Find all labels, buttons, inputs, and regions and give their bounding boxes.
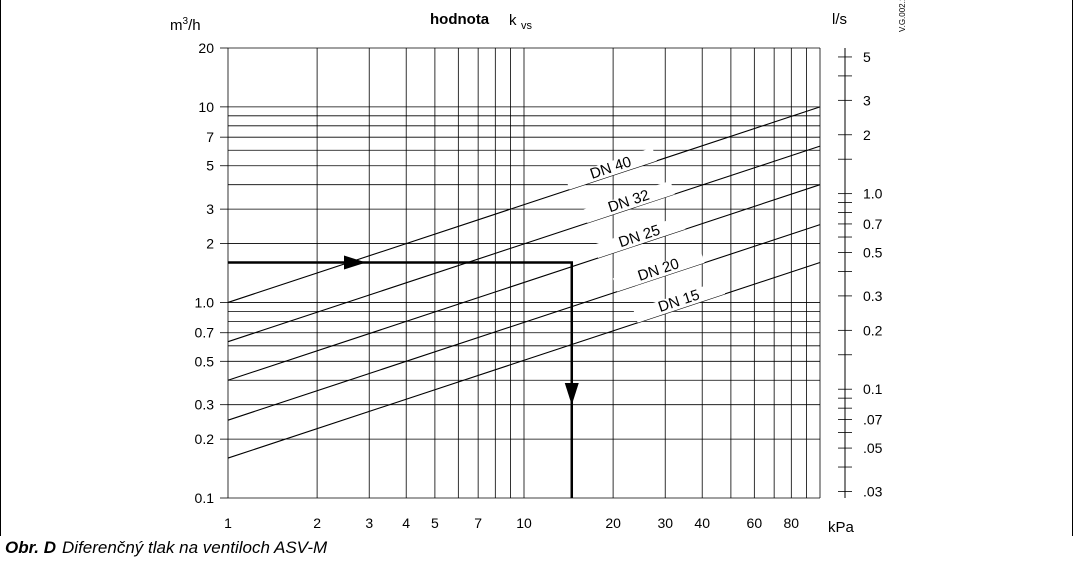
y-tick-label: 0.2: [195, 431, 215, 447]
y-tick-label: 0.5: [195, 353, 215, 369]
x-tick-label: 5: [431, 515, 439, 531]
ylabel-right: l/s: [832, 11, 847, 28]
document-code: V.G.002.1/1: [898, 0, 907, 32]
series-line: [227, 145, 821, 343]
series-label-background: [583, 180, 675, 223]
y-tick-label: 2: [206, 236, 214, 252]
right-tick-label: .07: [863, 412, 883, 428]
frame-right-border: [1072, 0, 1073, 536]
x-tick-label: 40: [694, 515, 710, 531]
x-tick-label: 3: [365, 515, 373, 531]
x-tick-label: 4: [402, 515, 410, 531]
chart-title-subscript: vs: [521, 20, 533, 32]
caption-prefix: Obr. D: [5, 538, 57, 557]
series-line: [227, 224, 821, 421]
series-label-background: [565, 147, 657, 190]
right-tick-label: 0.5: [863, 245, 883, 261]
y-tick-label: 0.1: [195, 490, 215, 506]
x-tick-label: 1: [224, 515, 232, 531]
example-path: [228, 261, 574, 498]
series-line: [227, 184, 821, 381]
right-tick-label: 3: [863, 92, 871, 108]
chart-title-symbol: k: [509, 12, 517, 29]
x-tick-label: 10: [516, 515, 532, 531]
series-label-group: DN 25: [593, 215, 686, 258]
series-label-background: [593, 215, 686, 258]
caption-text: Diferenčný tlak na ventiloch ASV-M: [62, 538, 328, 557]
series-label: DN 40: [588, 153, 634, 182]
right-tick-label: .05: [863, 440, 883, 456]
x-tick-label: 30: [657, 515, 673, 531]
y-tick-label: 10: [198, 99, 214, 115]
right-tick-label: 0.1: [863, 381, 883, 397]
x-tick-label: 60: [747, 515, 763, 531]
series-label: DN 20: [636, 255, 682, 284]
right-tick-label: 0.2: [863, 322, 883, 338]
series-label-group: DN 40: [565, 147, 657, 190]
example-arrow-down: [564, 383, 579, 405]
right-tick-label: 1.0: [863, 186, 883, 202]
y-tick-label: 3: [206, 201, 214, 217]
series-line: [227, 106, 821, 303]
example-arrow-right: [344, 255, 366, 270]
xlabel: kPa: [828, 519, 855, 536]
figure-caption: Obr. D Diferenčný tlak na ventiloch ASV-M: [5, 538, 327, 558]
right-tick-label: 0.3: [863, 288, 883, 304]
y-tick-label: 0.7: [195, 325, 215, 341]
right-tick-label: 5: [863, 49, 871, 65]
right-tick-label: .03: [863, 483, 883, 499]
series-label: DN 25: [617, 222, 663, 251]
series-label-background: [633, 280, 725, 323]
series-label-group: DN 15: [633, 280, 725, 323]
y-tick-label: 5: [206, 158, 214, 174]
y-tick-label: 1.0: [195, 294, 215, 310]
x-tick-label: 7: [474, 515, 482, 531]
x-tick-label: 20: [605, 515, 621, 531]
right-tick-label: 0.7: [863, 216, 883, 232]
series-label-group: DN 32: [583, 180, 675, 223]
right-tick-label: 2: [863, 127, 871, 143]
y-tick-label: 7: [206, 129, 214, 145]
ylabel-left: m3/h: [170, 16, 201, 34]
x-tick-label: 2: [313, 515, 321, 531]
x-tick-label: 80: [784, 515, 800, 531]
series-label-group: DN 20: [612, 249, 705, 292]
y-tick-label: 20: [198, 40, 214, 56]
series-label-background: [612, 249, 705, 292]
chart-title: hodnota: [430, 11, 490, 28]
y-tick-label: 0.3: [195, 397, 215, 413]
frame-left-border: [0, 0, 1, 536]
